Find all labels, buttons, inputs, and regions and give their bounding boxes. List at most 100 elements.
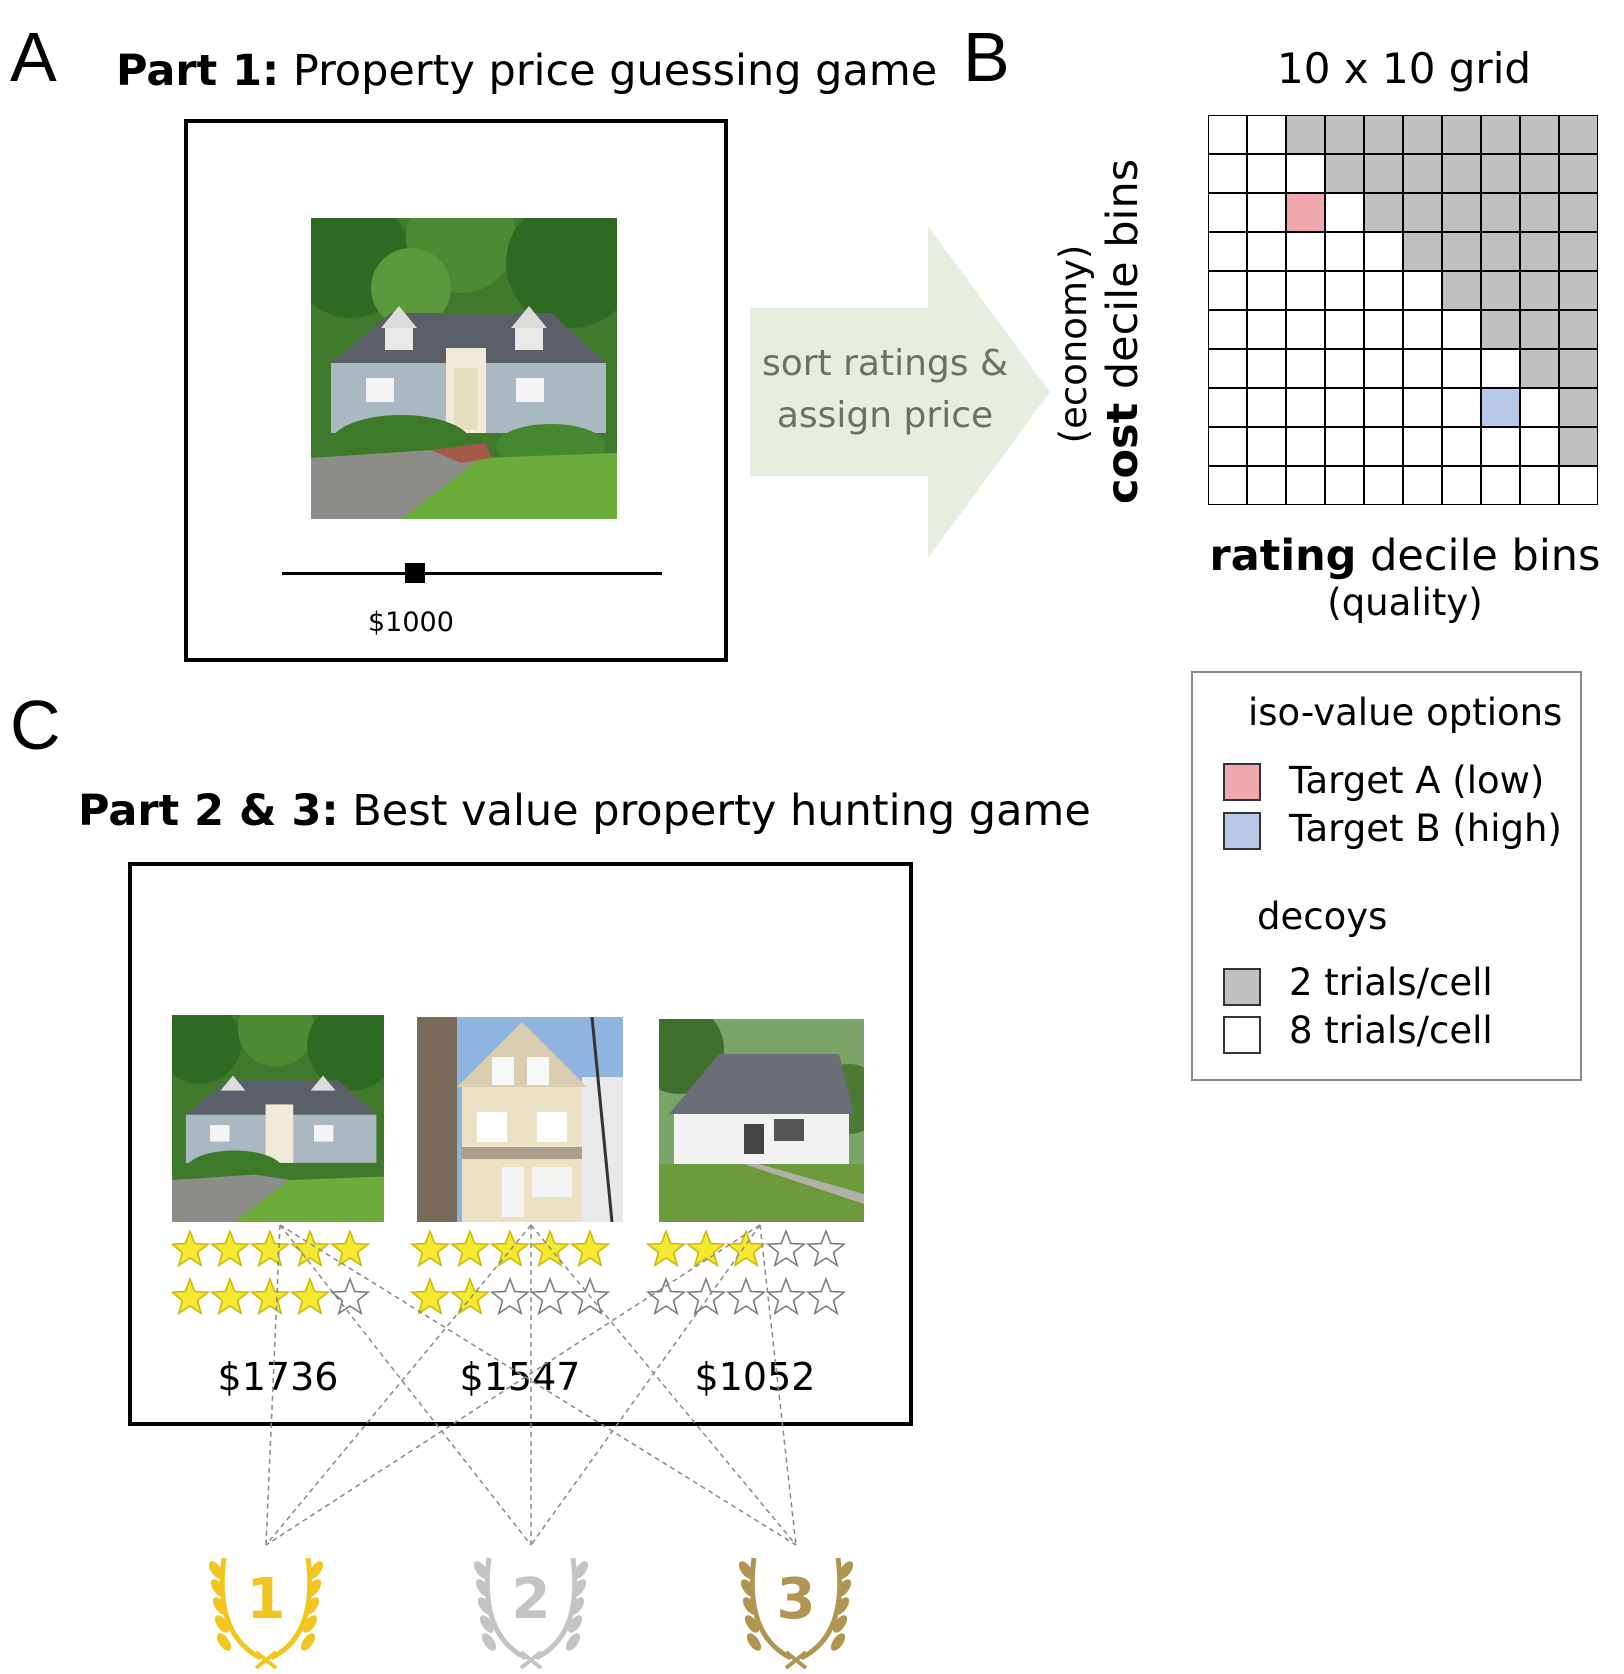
grid-cell [1403, 466, 1442, 505]
legend-white-label: 8 trials/cell [1289, 1009, 1493, 1052]
grid-cell [1208, 115, 1247, 154]
grid-cell-decoy-gray [1442, 271, 1481, 310]
grid-cell-decoy-gray [1520, 115, 1559, 154]
grid-cell [1208, 154, 1247, 193]
grid-cell-decoy-gray [1559, 271, 1598, 310]
grid-cell-decoy-gray [1442, 193, 1481, 232]
house-tall-beige-icon [417, 1017, 623, 1222]
arrow-text-line1: sort ratings & [761, 343, 1009, 384]
grid-cell [1442, 427, 1481, 466]
legend-iso-title: iso-value options [1248, 691, 1563, 734]
grid-cell [1208, 466, 1247, 505]
part23-title: Part 2 & 3: Best value property hunting … [78, 790, 1091, 833]
grid-cell-decoy-gray [1520, 310, 1559, 349]
star-filled-icon [409, 1230, 451, 1268]
star-empty-icon [805, 1230, 847, 1268]
grid-cell-decoy-gray [1442, 232, 1481, 271]
star-filled-icon [645, 1230, 687, 1268]
grid-cell-decoy-gray [1559, 232, 1598, 271]
grid-cell [1403, 427, 1442, 466]
grid-cell-decoy-gray [1403, 232, 1442, 271]
star-filled-icon [249, 1230, 291, 1268]
grid-cell-decoy-gray [1520, 271, 1559, 310]
price-slider-track[interactable] [282, 572, 662, 575]
legend-target-a-label: Target A (low) [1289, 759, 1545, 802]
grid-cell-decoy-gray [1559, 310, 1598, 349]
arrow-text: sort ratings & assign price [760, 338, 1010, 442]
part1-title-bold: Part 1: [116, 46, 280, 96]
grid-cell [1559, 427, 1598, 466]
star-filled-icon [289, 1276, 331, 1316]
star-filled-icon [685, 1230, 727, 1268]
legend-target-b-swatch [1223, 812, 1261, 850]
connector-line [759, 1224, 797, 1546]
grid-cell [1403, 310, 1442, 349]
price-option-1: $1736 [217, 1355, 339, 1399]
grid-cell-decoy-gray [1403, 193, 1442, 232]
grid-cell-decoy-gray [1364, 115, 1403, 154]
star-filled-icon [249, 1276, 291, 1316]
grid-cell [1286, 349, 1325, 388]
grid-cell-decoy-gray [1520, 349, 1559, 388]
grid-cell-decoy-gray [1520, 193, 1559, 232]
x-axis-label-rest: decile bins [1356, 531, 1601, 581]
x-axis-label: rating decile bins (quality) [1190, 532, 1620, 626]
legend-target-b-label: Target B (high) [1289, 807, 1562, 850]
grid-cell-decoy-gray [1559, 193, 1598, 232]
grid-cell [1403, 349, 1442, 388]
star-filled-icon [569, 1230, 611, 1268]
grid-cell [1247, 388, 1286, 427]
grid-cell [1442, 388, 1481, 427]
price-slider-handle[interactable] [405, 563, 425, 583]
grid-title: 10 x 10 grid [1276, 44, 1532, 93]
grid-cell [1481, 466, 1520, 505]
star-empty-icon [725, 1276, 767, 1316]
grid-cell [1403, 271, 1442, 310]
house-blue-cape-icon [172, 1015, 384, 1222]
star-empty-icon [645, 1276, 687, 1316]
grid-cell [1481, 427, 1520, 466]
grid-cell-decoy-gray [1442, 115, 1481, 154]
grid-cell [1286, 310, 1325, 349]
grid-cell [1208, 193, 1247, 232]
arrow-text-line2: assign price [776, 395, 994, 436]
star-ratings [172, 1230, 847, 1316]
grid-cell [1286, 427, 1325, 466]
house-blue-cape-icon [311, 218, 617, 519]
grid-cell-decoy-gray [1403, 154, 1442, 193]
star-empty-icon [489, 1276, 531, 1316]
grid-cell [1247, 310, 1286, 349]
rank-number: 2 [512, 1567, 551, 1632]
grid-cell-decoy-gray [1520, 232, 1559, 271]
grid-cell-decoy-gray [1559, 154, 1598, 193]
x-axis-sub: (quality) [1327, 581, 1483, 624]
part23-title-rest: Best value property hunting game [338, 786, 1091, 836]
grid-cell [1325, 310, 1364, 349]
grid-cell-decoy-gray [1559, 388, 1598, 427]
grid-cell-decoy-gray [1325, 115, 1364, 154]
grid-cell [1364, 466, 1403, 505]
grid-cell [1364, 310, 1403, 349]
grid-cell [1325, 271, 1364, 310]
grid-cell [1286, 466, 1325, 505]
grid-cell-decoy-gray [1286, 115, 1325, 154]
grid-cell [1208, 388, 1247, 427]
star-empty-icon [805, 1276, 847, 1316]
decile-grid [1208, 115, 1600, 507]
grid-cell-decoy-gray [1364, 154, 1403, 193]
panel-label-c: C [10, 686, 61, 764]
connector-line [265, 1224, 281, 1546]
grid-cell [1364, 232, 1403, 271]
star-filled-icon [172, 1230, 211, 1268]
panel-label-a: A [10, 18, 57, 96]
grid-cell-decoy-gray [1325, 154, 1364, 193]
rank-number: 3 [777, 1567, 816, 1632]
grid-cell [1559, 466, 1598, 505]
grid-cell [1325, 232, 1364, 271]
legend: iso-value options Target A (low) Target … [1191, 671, 1582, 1081]
house-white-ranch-icon [659, 1019, 864, 1222]
star-empty-icon [685, 1276, 727, 1316]
grid-cell [1520, 388, 1559, 427]
part23-title-bold: Part 2 & 3: [78, 786, 339, 836]
grid-cell [1286, 232, 1325, 271]
